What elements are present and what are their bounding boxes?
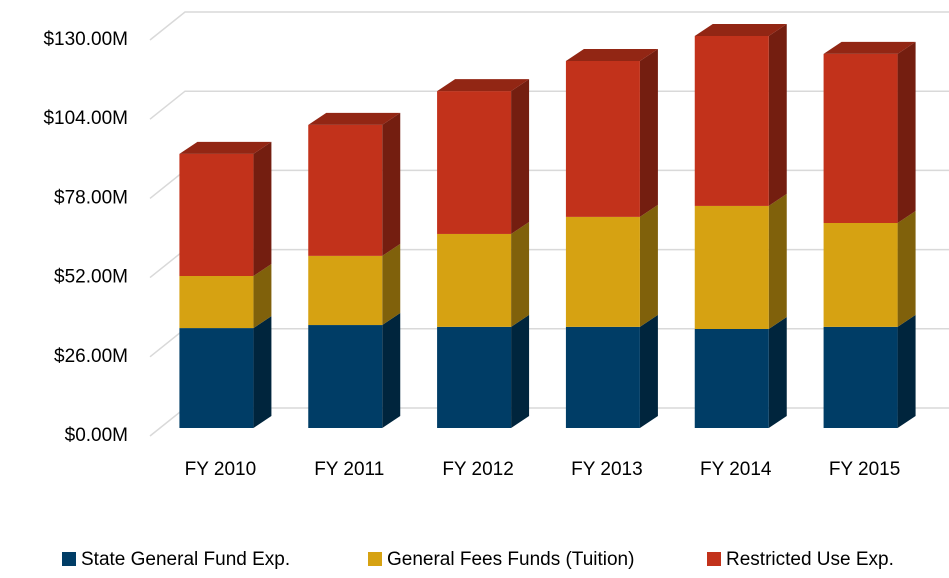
bar-segment	[308, 255, 383, 326]
bar-segment	[565, 216, 640, 327]
bar-side	[253, 316, 272, 428]
bar-segment	[694, 205, 769, 329]
bar-top	[823, 41, 916, 54]
grid-line	[149, 90, 949, 120]
legend-label: Restricted Use Exp.	[726, 549, 894, 570]
bar-side	[897, 314, 916, 428]
legend-swatch	[368, 552, 382, 566]
bar-segment	[437, 326, 512, 428]
x-tick-label: FY 2015	[829, 459, 900, 480]
bar-top	[694, 23, 787, 36]
bar-segment	[179, 275, 254, 329]
x-tick-label: FY 2012	[442, 459, 513, 480]
legend-swatch	[62, 552, 76, 566]
y-tick-label: $130.00M	[43, 29, 128, 50]
bar-side	[382, 313, 401, 428]
bar-side	[382, 243, 401, 326]
bar-top	[308, 112, 401, 125]
bar-side	[253, 263, 272, 329]
y-tick-label: $52.00M	[54, 267, 128, 288]
y-tick-label: $26.00M	[54, 346, 128, 367]
y-tick-label: $104.00M	[43, 108, 128, 129]
bar-side	[897, 210, 916, 327]
bar-segment	[437, 233, 512, 327]
bar-side	[639, 204, 658, 327]
bar-segment	[694, 329, 769, 428]
bar-top	[437, 79, 530, 92]
bar-segment	[823, 53, 898, 223]
bar-side	[639, 48, 658, 217]
y-tick-label: $78.00M	[54, 187, 128, 208]
bar-segment	[437, 91, 512, 234]
legend-swatch	[707, 552, 721, 566]
x-tick-label: FY 2013	[571, 459, 642, 480]
bar-top	[179, 141, 272, 154]
bar-side	[511, 221, 530, 327]
bar-side	[253, 141, 272, 276]
bar-segment	[565, 326, 640, 428]
bar-side	[382, 112, 401, 256]
legend-label: State General Fund Exp.	[81, 549, 290, 570]
bar-segment	[179, 153, 254, 276]
x-tick-label: FY 2014	[700, 459, 772, 480]
bar-side	[897, 41, 916, 223]
x-tick-label: FY 2011	[314, 459, 384, 480]
bar-segment	[179, 328, 254, 428]
bar-segment	[694, 35, 769, 206]
bar-side	[768, 317, 787, 428]
bar-segment	[308, 124, 383, 256]
bar-segment	[565, 60, 640, 217]
bar-side	[511, 79, 530, 234]
y-tick-label: $0.00M	[65, 425, 128, 446]
grid-line	[149, 11, 949, 41]
bar-side	[768, 193, 787, 329]
bar-segment	[308, 325, 383, 428]
bar-side	[768, 23, 787, 206]
bar-segment	[823, 222, 898, 327]
bar-top	[565, 48, 658, 61]
legend-label: General Fees Funds (Tuition)	[387, 549, 634, 570]
bar-side	[511, 314, 530, 428]
bar-side	[639, 314, 658, 428]
x-tick-label: FY 2010	[185, 459, 256, 480]
bar-segment	[823, 326, 898, 428]
